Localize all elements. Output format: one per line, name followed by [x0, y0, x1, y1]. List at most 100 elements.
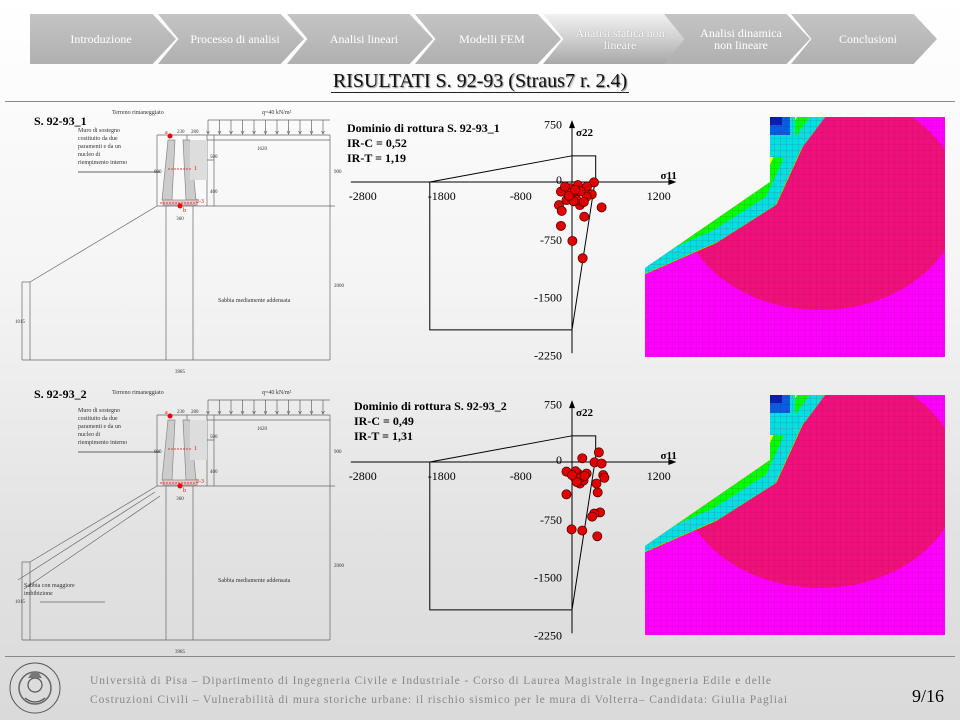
data-point — [572, 468, 583, 479]
header-divider — [5, 101, 955, 102]
point-1-label: 1 — [194, 166, 197, 172]
fem-contour-band — [645, 395, 832, 558]
fem-contour-band — [645, 395, 832, 557]
nav-analisi-dinamica-non-lineare[interactable]: Analisi dinamica non lineare — [664, 14, 810, 64]
nav-conclusioni[interactable]: Conclusioni — [791, 14, 937, 64]
wall-note-line: Muro di sostegno — [78, 408, 120, 414]
data-point — [563, 190, 574, 201]
page-number: 9/16 — [912, 686, 945, 706]
ir-t-value: IR-T = 1,19 — [347, 151, 406, 165]
load-label: q=40 kN/m² — [262, 110, 292, 116]
point-b-marker — [177, 203, 183, 209]
drawing-line — [29, 205, 158, 283]
y-tick-label: -2250 — [534, 628, 562, 642]
fem-mesh — [645, 395, 945, 635]
nav-analisi-lineari[interactable]: Analisi lineari — [287, 14, 433, 64]
fem-contour-band — [770, 117, 790, 135]
data-point — [598, 470, 609, 481]
y-tick-label: -750 — [540, 233, 562, 247]
x-axis-label: σ11 — [660, 170, 676, 182]
fem-contour-band — [770, 395, 790, 413]
point-b-label: b — [183, 208, 186, 214]
soil-note-line: imbibizione — [24, 591, 53, 597]
x-tick-label: -800 — [510, 189, 532, 203]
data-point — [555, 220, 566, 231]
point-b-label: b — [183, 488, 186, 494]
fem-contour-band — [770, 395, 782, 403]
x-axis-arrow-icon — [668, 459, 677, 465]
x-tick-label: -2800 — [349, 469, 377, 483]
data-point — [592, 487, 603, 498]
nav-analisi-statica-non-lineare[interactable]: Analisi statica non lineare — [543, 14, 689, 64]
fem-contour-band — [645, 117, 831, 277]
point-1-label: 1 — [194, 446, 197, 452]
wall-note-line: nucleo di — [78, 432, 100, 438]
dimension-label: 400 — [210, 470, 218, 475]
failure-domain-boundary — [429, 155, 597, 331]
data-point — [575, 186, 586, 197]
y-tick-label: -750 — [540, 513, 562, 527]
soil-note-line: Sabbia con maggiore — [24, 583, 75, 589]
y-axis-arrow-icon — [569, 400, 575, 409]
ir-c-value: IR-C = 0,49 — [354, 414, 414, 428]
wall-note-line: riempimento interno — [78, 440, 127, 446]
data-point — [559, 181, 570, 192]
fem-contour-band — [645, 117, 832, 279]
point-a-label: a — [165, 130, 168, 136]
data-point — [575, 472, 586, 483]
data-point — [581, 191, 592, 202]
chart-info: Dominio di rottura S. 92-93_2 IR-C = 0,4… — [354, 399, 507, 444]
x-tick-label: -1800 — [428, 189, 456, 203]
footer-divider — [5, 656, 955, 657]
dimension-label: 1620 — [257, 147, 268, 152]
nav-label: Introduzione — [70, 32, 132, 46]
dimension-label: 1015 — [15, 320, 26, 325]
y-tick-label: -1500 — [534, 291, 562, 305]
nav-introduzione[interactable]: Introduzione — [30, 14, 176, 64]
chart-title: Dominio di rottura S. 92-93_2 — [354, 399, 507, 413]
dimension-label: 3985 — [175, 650, 186, 655]
fem-contour-band — [770, 395, 795, 435]
page-title-text: RISULTATI S. 92-93 (Straus7 r. 2.4) — [330, 70, 630, 93]
footer-text: Università di Pisa – Dipartimento di Ing… — [90, 672, 788, 710]
dimension-label: 1015 — [15, 600, 26, 605]
data-point — [567, 470, 577, 481]
y-tick-label: 0 — [556, 173, 562, 187]
fem-base-region — [645, 395, 945, 635]
y-tick-label: 750 — [544, 117, 562, 131]
page-title: RISULTATI S. 92-93 (Straus7 r. 2.4) — [0, 70, 960, 93]
footer-line-2: Costruzioni Civili – Vulnerabilità di mu… — [90, 694, 788, 706]
dimension-label: 900 — [154, 450, 162, 455]
dimension-label: 360 — [176, 497, 184, 502]
nav-modelli-fem[interactable]: Modelli FEM — [415, 14, 561, 64]
data-point — [578, 197, 589, 207]
fem-contour-band — [645, 395, 832, 556]
nav-label: Analisi dinamica non lineare — [700, 26, 782, 52]
data-point — [561, 489, 572, 500]
point-a-label: a — [165, 410, 168, 416]
dimension-label: 360 — [176, 217, 184, 222]
dimension-label: 500 — [210, 435, 218, 440]
fem-stress-region — [680, 395, 945, 588]
nav-processo-di-analisi[interactable]: Processo di analisi — [158, 14, 304, 64]
data-point — [555, 186, 566, 197]
soil-label: Sabbia mediamente addensata — [218, 578, 291, 584]
data-point — [565, 183, 575, 194]
y-tick-label: 0 — [556, 453, 562, 467]
y-axis-label: σ22 — [576, 407, 593, 419]
dimension-label: 400 — [210, 190, 218, 195]
nav-label: Conclusioni — [838, 32, 897, 46]
data-point — [579, 211, 590, 222]
dimension-label: 2000 — [334, 564, 345, 569]
wall-facing — [182, 139, 197, 201]
nav-label: Processo di analisi — [190, 32, 280, 46]
wall-note-line: riempimento interno — [78, 160, 127, 166]
fem-contour-band — [770, 117, 795, 157]
dimension-label: 3985 — [175, 370, 186, 375]
wall-note-line: nucleo di — [78, 152, 100, 158]
failure-domain-boundary — [429, 435, 597, 611]
data-point — [577, 525, 588, 536]
